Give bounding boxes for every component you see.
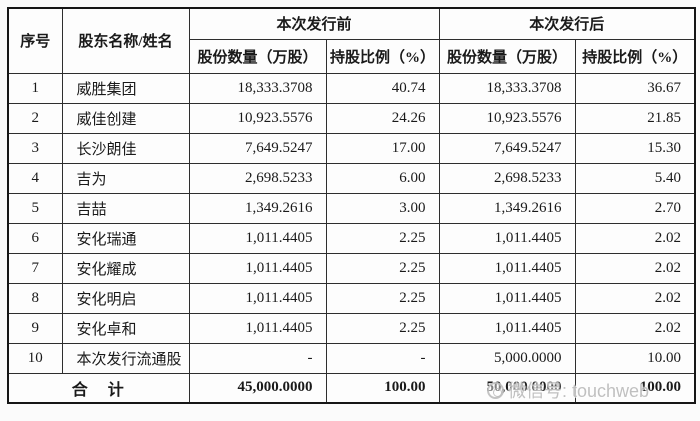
table-row: 10 本次发行流通股 - - 5,000.0000 10.00 xyxy=(7,342,696,374)
pct-before-cell: 24.26 xyxy=(325,102,440,134)
shares-after-cell: 1,011.4405 xyxy=(438,312,576,344)
pct-after-cell: 2.02 xyxy=(574,252,696,284)
shares-after-cell: 5,000.0000 xyxy=(438,342,576,374)
pct-before-cell: 2.25 xyxy=(325,282,440,314)
header-shareholder: 股东名称/姓名 xyxy=(61,7,190,74)
shares-after-cell: 1,349.2616 xyxy=(438,192,576,224)
header-ratio-after: 持股比例（%） xyxy=(574,38,696,74)
pct-after-cell: 2.70 xyxy=(574,192,696,224)
total-row: 合 计 45,000.0000 100.00 50,000.0000 100.0… xyxy=(7,372,696,404)
shares-after-cell: 18,333.3708 xyxy=(438,72,576,104)
header-sub-row: 股份数量（万股） 持股比例（%） 股份数量（万股） 持股比例（%） xyxy=(8,38,696,74)
total-pct-before-cell: 100.00 xyxy=(325,372,440,404)
pct-after-cell: 15.30 xyxy=(574,132,696,164)
shares-before-cell: 1,011.4405 xyxy=(188,222,327,254)
shareholder-name-cell: 安化卓和 xyxy=(61,312,190,344)
table-row: 7 安化耀成 1,011.4405 2.25 1,011.4405 2.02 xyxy=(7,252,696,284)
table-row: 3 长沙朗佳 7,649.5247 17.00 7,649.5247 15.30 xyxy=(7,132,696,164)
table-row: 5 吉喆 1,349.2616 3.00 1,349.2616 2.70 xyxy=(7,192,696,224)
row-no-cell: 10 xyxy=(7,342,63,374)
pct-before-cell: 40.74 xyxy=(325,72,440,104)
shares-before-cell: 1,011.4405 xyxy=(188,282,327,314)
pct-before-cell: 2.25 xyxy=(325,312,440,344)
row-no-cell: 5 xyxy=(7,192,63,224)
shares-before-cell: 1,349.2616 xyxy=(188,192,327,224)
header-no: 序号 xyxy=(7,7,63,74)
table-row: 4 吉为 2,698.5233 6.00 2,698.5233 5.40 xyxy=(7,162,696,194)
pct-before-cell: 3.00 xyxy=(325,192,440,224)
shareholder-name-cell: 吉喆 xyxy=(61,192,190,224)
shares-before-cell: 2,698.5233 xyxy=(188,162,327,194)
total-shares-before-cell: 45,000.0000 xyxy=(188,372,327,404)
pct-after-cell: 10.00 xyxy=(574,342,696,374)
pct-after-cell: 36.67 xyxy=(574,72,696,104)
shareholder-name-cell: 本次发行流通股 xyxy=(61,342,190,374)
shares-before-cell: 7,649.5247 xyxy=(188,132,327,164)
pct-before-cell: 17.00 xyxy=(325,132,440,164)
row-no-cell: 2 xyxy=(7,102,63,134)
shares-before-cell: 1,011.4405 xyxy=(188,312,327,344)
shares-after-cell: 1,011.4405 xyxy=(438,252,576,284)
row-no-cell: 8 xyxy=(7,282,63,314)
pct-after-cell: 2.02 xyxy=(574,222,696,254)
row-no-cell: 9 xyxy=(7,312,63,344)
shares-after-cell: 10,923.5576 xyxy=(438,102,576,134)
pct-before-cell: - xyxy=(325,342,440,374)
row-no-cell: 1 xyxy=(7,72,63,104)
header-ratio-before: 持股比例（%） xyxy=(325,38,440,74)
shareholder-name-cell: 威佳创建 xyxy=(61,102,190,134)
shareholding-table: 序号 股东名称/姓名 本次发行前 本次发行后 股份数量（万股） 持股比例（%） … xyxy=(7,7,697,404)
total-shares-after-cell: 50,000.0000 xyxy=(438,372,576,404)
pct-before-cell: 6.00 xyxy=(325,162,440,194)
shares-after-cell: 2,698.5233 xyxy=(438,162,576,194)
table-row: 8 安化明启 1,011.4405 2.25 1,011.4405 2.02 xyxy=(7,282,696,314)
header-before-group: 本次发行前 xyxy=(188,7,440,40)
table-row: 9 安化卓和 1,011.4405 2.25 1,011.4405 2.02 xyxy=(7,312,696,344)
shares-before-cell: - xyxy=(188,342,327,374)
shares-before-cell: 10,923.5576 xyxy=(188,102,327,134)
pct-after-cell: 21.85 xyxy=(574,102,696,134)
header-shares-before: 股份数量（万股） xyxy=(188,38,327,74)
shareholder-name-cell: 安化耀成 xyxy=(61,252,190,284)
total-pct-after-cell: 100.00 xyxy=(574,372,696,404)
shares-after-cell: 1,011.4405 xyxy=(438,222,576,254)
table-row: 2 威佳创建 10,923.5576 24.26 10,923.5576 21.… xyxy=(7,102,696,134)
pct-before-cell: 2.25 xyxy=(325,252,440,284)
shareholder-name-cell: 安化明启 xyxy=(61,282,190,314)
pct-before-cell: 2.25 xyxy=(325,222,440,254)
shareholder-name-cell: 威胜集团 xyxy=(61,72,190,104)
row-no-cell: 4 xyxy=(7,162,63,194)
row-no-cell: 3 xyxy=(7,132,63,164)
shares-after-cell: 1,011.4405 xyxy=(438,282,576,314)
pct-after-cell: 2.02 xyxy=(574,312,696,344)
row-no-cell: 6 xyxy=(7,222,63,254)
shareholder-name-cell: 长沙朗佳 xyxy=(61,132,190,164)
header-shares-after: 股份数量（万股） xyxy=(438,38,576,74)
shares-after-cell: 7,649.5247 xyxy=(438,132,576,164)
pct-after-cell: 2.02 xyxy=(574,282,696,314)
shareholder-name-cell: 安化瑞通 xyxy=(61,222,190,254)
header-group-row: 序号 股东名称/姓名 本次发行前 本次发行后 xyxy=(7,7,696,74)
table-row: 1 威胜集团 18,333.3708 40.74 18,333.3708 36.… xyxy=(7,72,696,104)
row-no-cell: 7 xyxy=(7,252,63,284)
pct-after-cell: 5.40 xyxy=(574,162,696,194)
shares-before-cell: 1,011.4405 xyxy=(188,252,327,284)
table-row: 6 安化瑞通 1,011.4405 2.25 1,011.4405 2.02 xyxy=(7,222,696,254)
shares-before-cell: 18,333.3708 xyxy=(188,72,327,104)
total-label-cell: 合 计 xyxy=(7,372,190,404)
header-after-group: 本次发行后 xyxy=(438,7,696,40)
shareholder-name-cell: 吉为 xyxy=(61,162,190,194)
